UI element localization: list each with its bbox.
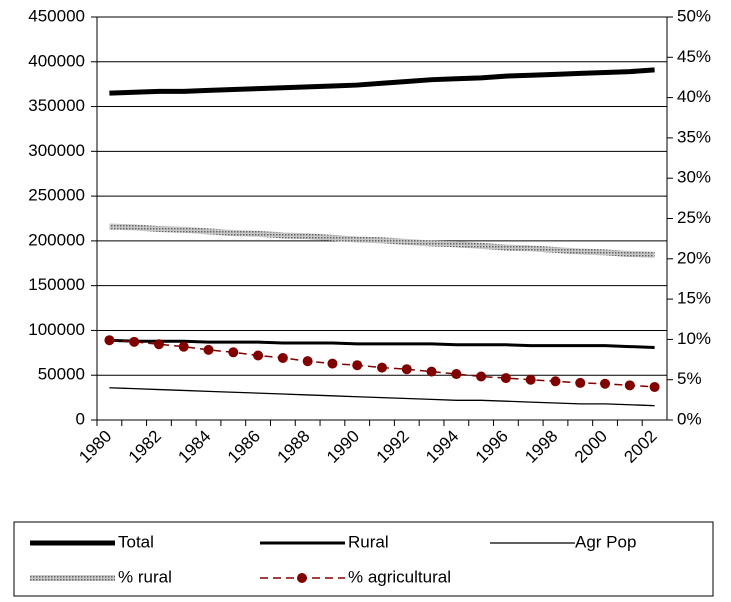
point [178,341,189,352]
y-tick-label: 400000 [28,51,85,70]
point [327,358,338,369]
y2-tick-label: 45% [677,47,711,66]
point [500,373,511,384]
point [624,380,635,391]
x-tick-label: 1988 [273,427,313,467]
y2-tick-label: 15% [677,289,711,308]
y2-tick-label: 5% [677,369,702,388]
y-tick-label: 350000 [28,96,85,115]
point [104,335,115,346]
x-tick-label: 1980 [75,427,115,467]
x-tick-label: 1986 [224,427,264,467]
y2-tick-label: 0% [677,409,702,428]
y-tick-label: 0 [76,409,85,428]
x-tick-label: 1990 [323,427,363,467]
point [253,350,264,361]
x-tick-label: 1998 [521,427,561,467]
point [426,366,437,377]
x-tick-label: 2000 [571,427,611,467]
point [203,344,214,355]
y-tick-label: 200000 [28,230,85,249]
y2-tick-label: 40% [677,87,711,106]
point [129,336,140,347]
y2-tick-label: 25% [677,208,711,227]
y2-tick-label: 35% [677,127,711,146]
legend-box [13,521,714,597]
series-line [109,338,655,349]
legend-marker [297,573,307,583]
point [600,378,611,389]
y-tick-label: 450000 [28,6,85,25]
point [401,364,412,375]
series-line [109,387,655,407]
y2-tick-label: 20% [677,248,711,267]
legend-label: Agr Pop [575,532,636,551]
legend-label: Rural [348,532,389,551]
y-tick-label: 250000 [28,186,85,205]
point [228,347,239,358]
y-tick-label: 50000 [38,365,85,384]
y2-tick-label: 10% [677,329,711,348]
point [476,371,487,382]
y-tick-label: 150000 [28,275,85,294]
legend-label: % agricultural [348,567,451,586]
legend-label: Total [118,532,154,551]
y2-tick-label: 30% [677,168,711,187]
y2-tick-label: 50% [677,6,711,25]
point [575,377,586,388]
point [377,362,387,373]
point [153,339,164,350]
x-tick-label: 2002 [620,427,660,467]
point [649,381,660,392]
y-tick-label: 300000 [28,141,85,160]
point [550,376,561,387]
y-tick-label: 100000 [28,320,85,339]
x-tick-label: 1992 [373,427,413,467]
point [352,360,363,371]
legend-label: % rural [118,567,172,586]
x-tick-label: 1982 [125,427,165,467]
x-tick-label: 1996 [472,427,512,467]
series-line [109,67,655,96]
point [451,369,462,380]
point [277,352,288,363]
x-tick-label: 1984 [174,427,214,467]
x-tick-label: 1994 [422,427,462,467]
point [525,374,536,385]
point [302,356,313,367]
series-line [109,223,655,258]
